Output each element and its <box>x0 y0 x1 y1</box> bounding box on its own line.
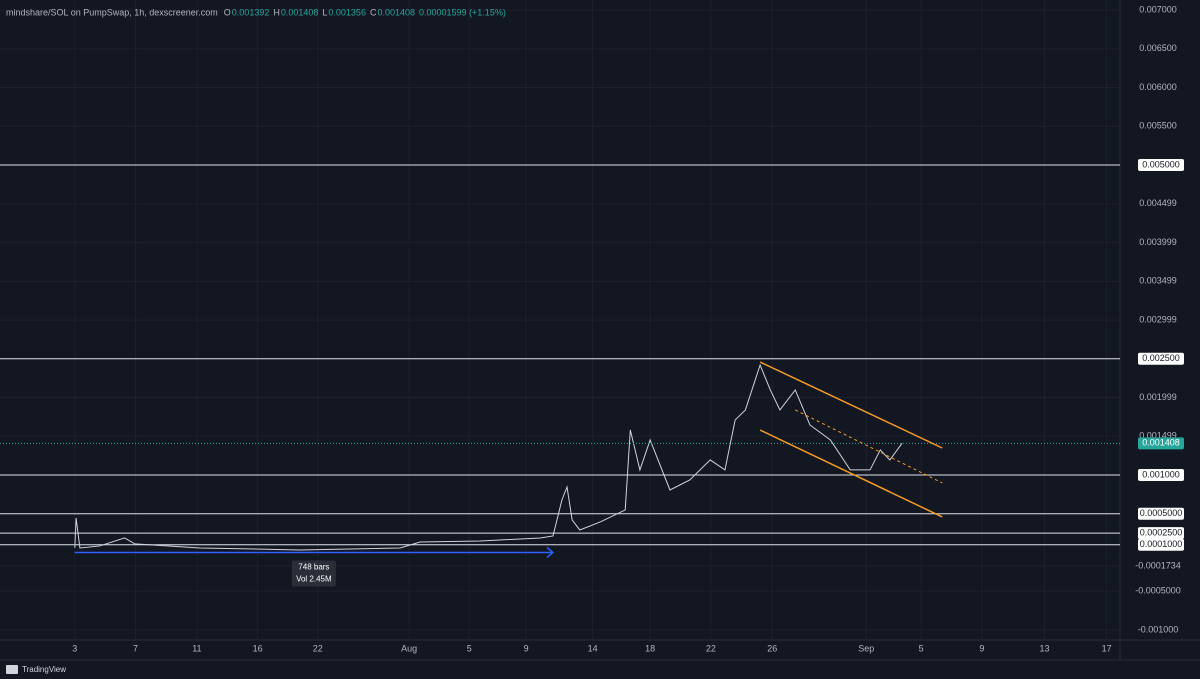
ohlc-key: L <box>322 7 327 17</box>
y-tick-label: -0.001000 <box>1138 624 1179 634</box>
y-tick-label: 0.003499 <box>1139 276 1177 286</box>
level-label-box <box>1138 468 1184 481</box>
x-tick-label: 22 <box>706 643 716 653</box>
y-tick-label: 0.004499 <box>1139 198 1177 208</box>
footer: TradingView <box>22 665 66 674</box>
y-tick-label: 0.006500 <box>1139 43 1177 53</box>
y-tick-label: 0.007000 <box>1139 4 1177 14</box>
ohlc-value: 0.001392 <box>232 7 270 17</box>
x-tick-label: 26 <box>767 643 777 653</box>
level-label-box <box>1138 507 1184 520</box>
ohlc-value: 0.001408 <box>377 7 415 17</box>
level-label: 0.005000 <box>1142 159 1180 169</box>
trend-line <box>759 361 943 449</box>
x-tick-label: 18 <box>645 643 655 653</box>
price-line <box>74 363 903 551</box>
last-price-box <box>1138 437 1184 450</box>
last-price-label: 0.001408 <box>1142 438 1180 448</box>
y-tick-label: 0.006000 <box>1139 82 1177 92</box>
y-tick-label: -0.0001734 <box>1135 560 1181 570</box>
x-tick-label: 9 <box>979 643 984 653</box>
x-tick-label: 22 <box>313 643 323 653</box>
x-tick-label: Aug <box>401 643 417 653</box>
change: 0.00001599 (+1.15%) <box>419 7 506 17</box>
x-tick-label: 13 <box>1040 643 1050 653</box>
level-label-box <box>1138 159 1184 172</box>
x-tick-label: 16 <box>253 643 263 653</box>
trend-line <box>759 429 943 518</box>
measure-label: 748 bars <box>298 563 329 572</box>
x-tick-label: Sep <box>858 643 874 653</box>
chart-title: mindshare/SOL on PumpSwap, 1h, dexscreen… <box>6 7 218 17</box>
level-label: 0.0001000 <box>1140 539 1183 549</box>
y-tick-label: -0.0005000 <box>1135 586 1181 596</box>
ohlc-key: O <box>224 7 231 17</box>
x-tick-label: 17 <box>1102 643 1112 653</box>
x-tick-label: 7 <box>133 643 138 653</box>
logo <box>6 665 18 674</box>
level-label: 0.002500 <box>1142 353 1180 363</box>
y-tick-label: 0.001999 <box>1139 392 1177 402</box>
level-label-box <box>1138 352 1184 365</box>
x-tick-label: 9 <box>524 643 529 653</box>
ohlc-value: 0.001356 <box>328 7 366 17</box>
measure-box <box>291 560 336 587</box>
y-tick-label: 0.001499 <box>1139 431 1177 441</box>
x-tick-label: 5 <box>919 643 924 653</box>
measure-label: Vol 2.45M <box>296 575 332 584</box>
y-tick-label: 0.005500 <box>1139 121 1177 131</box>
x-tick-label: 3 <box>72 643 77 653</box>
y-tick-label: 0.003999 <box>1139 237 1177 247</box>
x-tick-label: 11 <box>192 643 201 653</box>
level-label-box <box>1138 538 1184 551</box>
ohlc-key: H <box>273 7 280 17</box>
ohlc-key: C <box>370 7 377 17</box>
plot <box>0 164 1120 559</box>
level-label-box <box>1138 527 1184 540</box>
x-tick-label: 14 <box>588 643 598 653</box>
ohlc-value: 0.001408 <box>281 7 319 17</box>
level-label: 0.0002500 <box>1140 527 1183 537</box>
level-label: 0.0005000 <box>1140 508 1183 518</box>
y-tick-label: 0.002999 <box>1139 314 1177 324</box>
level-label: 0.001000 <box>1142 469 1180 479</box>
x-tick-label: 5 <box>467 643 472 653</box>
arrow-head <box>546 546 555 559</box>
